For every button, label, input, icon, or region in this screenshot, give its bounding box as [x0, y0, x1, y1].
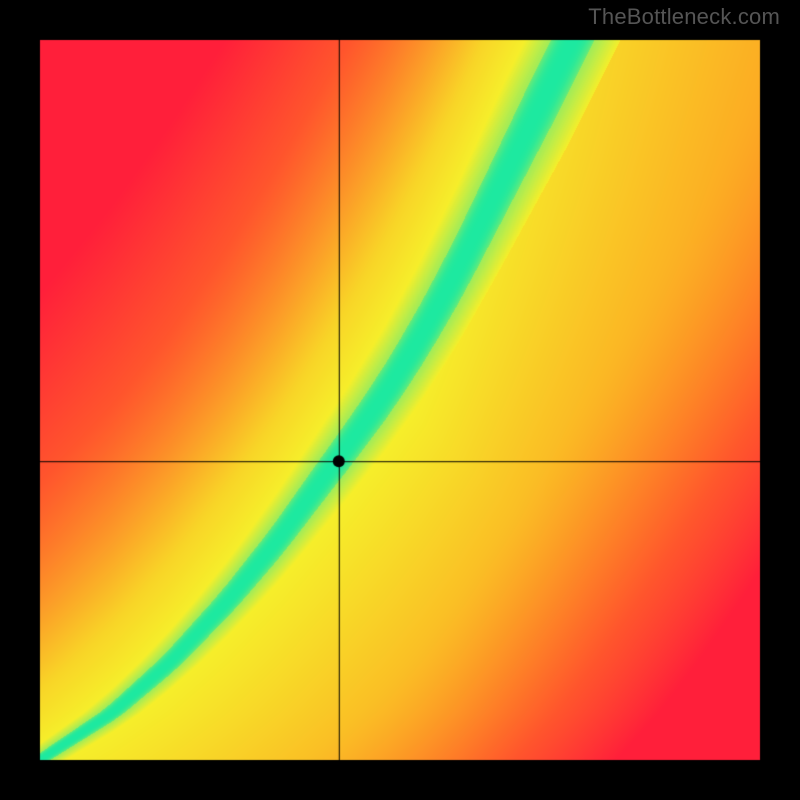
watermark-label: TheBottleneck.com	[588, 4, 780, 30]
chart-container: TheBottleneck.com	[0, 0, 800, 800]
bottleneck-heatmap	[0, 0, 800, 800]
